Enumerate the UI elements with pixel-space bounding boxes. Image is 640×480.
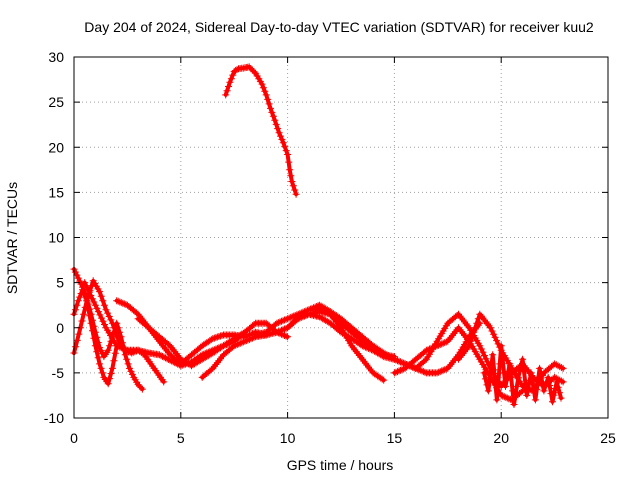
series-line [82, 280, 247, 368]
y-tick-label: 10 [48, 230, 64, 246]
y-tick-label: 25 [48, 94, 64, 110]
x-tick-label: 10 [280, 430, 296, 446]
y-tick-label: 20 [48, 139, 64, 155]
x-axis-label: GPS time / hours [287, 457, 394, 473]
axis-ticks: 0 5 10 15 20 25 -10 -5 0 5 10 15 20 25 30 [44, 49, 616, 446]
x-tick-label: 0 [70, 430, 78, 446]
series-markers [480, 342, 565, 408]
y-tick-label: 5 [56, 275, 64, 291]
series-trace-11 [305, 301, 484, 377]
series-line [223, 64, 299, 197]
x-tick-label: 25 [600, 430, 616, 446]
x-tick-label: 5 [177, 430, 185, 446]
series-trace-1 [222, 63, 300, 198]
series-trace-15 [480, 342, 565, 408]
y-tick-label: 15 [48, 184, 64, 200]
x-tick-label: 20 [493, 430, 509, 446]
series-markers [390, 324, 527, 404]
y-tick-label: -5 [52, 365, 65, 381]
y-tick-label: -10 [44, 410, 64, 426]
x-tick-label: 15 [387, 430, 403, 446]
series-trace-12 [390, 324, 527, 404]
y-tick-label: 0 [56, 320, 64, 336]
series-markers [305, 301, 484, 377]
data-plot-area [70, 63, 567, 408]
y-tick-label: 30 [48, 49, 64, 65]
y-axis-label: SDTVAR / TECUs [4, 182, 20, 294]
chart-title: Day 204 of 2024, Sidereal Day-to-day VTE… [84, 19, 594, 35]
series-markers [222, 63, 300, 198]
